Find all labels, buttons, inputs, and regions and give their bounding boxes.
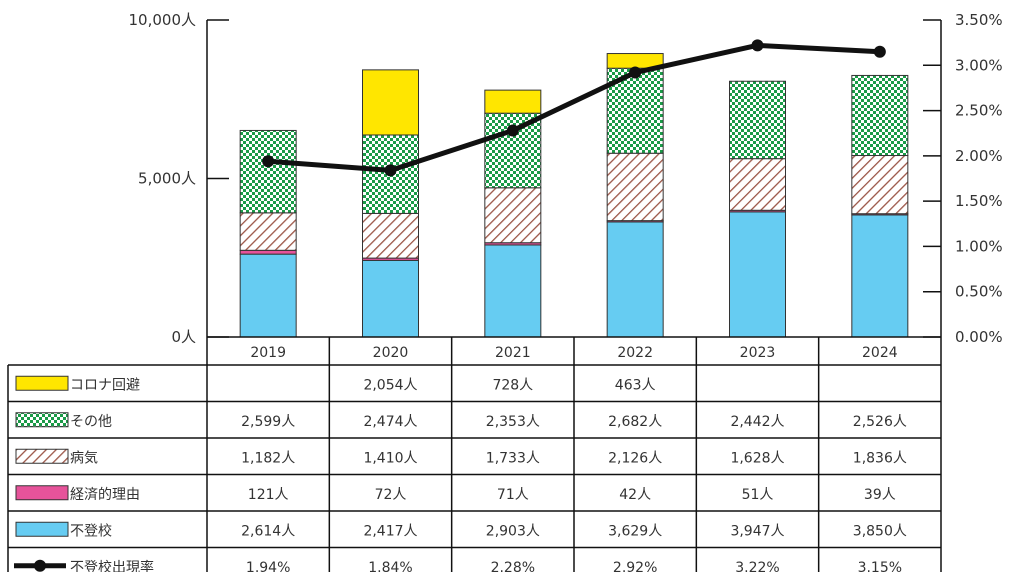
table-cell-value: 2,682人 (608, 414, 662, 430)
bar-segment (851, 214, 909, 338)
table-cell-value: 728人 (492, 377, 533, 393)
bar-segment (239, 129, 297, 214)
table-cell-value: 3,850人 (853, 523, 907, 539)
right-axis-tick-label: 0.00% (955, 328, 1003, 346)
table-cell-value: 2,526人 (853, 414, 907, 430)
table-cell-value: 3.15% (858, 560, 902, 572)
year-header: 2020 (373, 345, 409, 361)
table-cell-value: 1.84% (368, 560, 412, 572)
bars (239, 53, 909, 338)
table-cell-value: 3,629人 (608, 523, 662, 539)
left-axis-tick-label: 0人 (171, 328, 196, 346)
bar-segment (362, 259, 419, 338)
bar-segment (729, 211, 786, 338)
rate-line-point (751, 39, 764, 52)
legend-key-swatch (15, 485, 69, 501)
legend-key-point (34, 559, 46, 572)
bar-segment (239, 212, 297, 251)
right-axis-tick-label: 3.50% (955, 11, 1003, 29)
table-cell-value: 1,182人 (241, 450, 295, 466)
table-cell-value: 2.28% (491, 560, 535, 572)
bar-segment (484, 244, 542, 338)
bar-segment (239, 253, 297, 338)
legend-key-swatch (15, 521, 69, 537)
year-header: 2019 (250, 345, 286, 361)
bar-segment (851, 155, 909, 215)
bar-segment (484, 89, 542, 114)
left-axis-tick-label: 10,000人 (129, 11, 197, 29)
year-header: 2022 (617, 345, 653, 361)
left-axis-tick-label: 5,000人 (138, 170, 196, 188)
table-cell-value: 2.92% (613, 560, 657, 572)
table-cell-value: 1,628人 (730, 450, 784, 466)
table-cell-value: 39人 (864, 487, 896, 503)
table-cell-value: 3,947人 (730, 523, 784, 539)
bar-segment (484, 187, 542, 244)
table-cell-value: 1,410人 (363, 450, 417, 466)
table-cell-value: 71人 (497, 487, 529, 503)
table-cell-value: 2,474人 (363, 414, 417, 430)
rate-line-path (267, 42, 880, 173)
bar-segment (239, 249, 297, 255)
rate-line-point (384, 164, 397, 177)
table-cell-value: 1,733人 (486, 450, 540, 466)
right-axis-tick-label: 2.50% (955, 102, 1003, 120)
row-label: 経済的理由 (70, 487, 140, 503)
legend-key-swatch (15, 412, 69, 428)
rate-line (262, 39, 886, 177)
bar-segment (729, 80, 786, 160)
year-header: 2021 (495, 345, 531, 361)
data-table: 2019 2020 2021 2022 2023 2024 コロナ回避 2,054人 728人 4… (7, 336, 942, 572)
table-cell-value: 2,054人 (363, 377, 417, 393)
table-cell-value: 2,353人 (486, 414, 540, 430)
bar-segment (362, 69, 419, 136)
table-cell-value: 121人 (248, 487, 289, 503)
right-axis-tick-label: 1.50% (955, 192, 1003, 210)
right-axis-tick-label: 2.00% (955, 147, 1003, 165)
table-cell-value: 2,417人 (363, 523, 417, 539)
table-cell-value: 2,599人 (241, 414, 295, 430)
table-cell-value: 2,903人 (486, 523, 540, 539)
year-header: 2024 (862, 345, 898, 361)
table-cell-value: 1,836人 (853, 450, 907, 466)
table-cell-value: 463人 (615, 377, 656, 393)
table-cell-value: 2,614人 (241, 523, 295, 539)
bar-segment (362, 212, 419, 259)
table-cell-value: 1.94% (246, 560, 290, 572)
row-label: コロナ回避 (70, 377, 140, 393)
right-axis-tick-label: 3.00% (955, 56, 1003, 74)
bar-segment (729, 158, 786, 211)
table-cell-value: 2,442人 (730, 414, 784, 430)
legend-key-swatch (15, 375, 69, 391)
year-header: 2023 (740, 345, 776, 361)
right-axis-tick-label: 0.50% (955, 283, 1003, 301)
table-cell-value: 42人 (619, 487, 651, 503)
rate-line-point (629, 66, 642, 79)
row-label: 不登校出現率 (70, 559, 154, 572)
table-cell-value: 51人 (742, 487, 774, 503)
rate-line-point (506, 124, 519, 137)
table-cell-value: 72人 (375, 487, 407, 503)
legend-key-swatch (15, 448, 69, 464)
axes: 0人 5,000人 10,000人 0.00% 0.50% 1.00% 1.50% 2.00%… (129, 11, 1003, 346)
rate-line-point (262, 155, 275, 168)
table-cell-value: 2,126人 (608, 450, 662, 466)
bar-segment (851, 74, 909, 157)
row-label: その他 (70, 414, 112, 430)
rate-line-point (873, 45, 886, 58)
right-axis-tick-label: 1.00% (955, 237, 1003, 255)
row-label: 病気 (70, 450, 98, 466)
bar-segment (606, 152, 664, 222)
row-label: 不登校 (70, 522, 112, 539)
bar-segment (484, 112, 542, 189)
bar-segment (606, 221, 664, 338)
table-cell-value: 3.22% (735, 560, 779, 572)
